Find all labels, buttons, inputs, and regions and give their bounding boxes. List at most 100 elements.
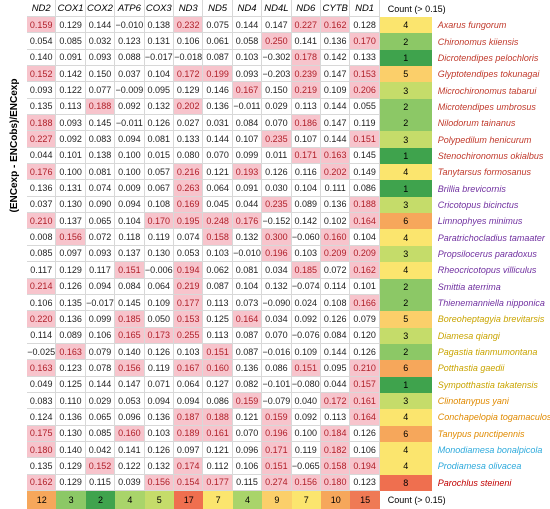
cell: 0.118 xyxy=(115,229,145,246)
cell: 0.086 xyxy=(350,180,380,197)
cell: 0.104 xyxy=(291,180,321,197)
cell: 0.123 xyxy=(350,474,380,491)
cell: 0.049 xyxy=(27,376,57,393)
cell: 0.070 xyxy=(262,115,292,132)
cell: 0.094 xyxy=(144,392,174,410)
cell: 0.087 xyxy=(232,343,263,361)
cell: 0.093 xyxy=(56,115,86,132)
cell: 0.089 xyxy=(56,327,86,344)
cell: 0.172 xyxy=(174,66,204,83)
cell: 0.126 xyxy=(262,164,292,181)
cell: 0.065 xyxy=(85,213,116,230)
row-count: 3 xyxy=(379,245,432,263)
cell: 0.030 xyxy=(262,180,292,197)
cell: 0.144 xyxy=(232,17,263,34)
cell: 0.106 xyxy=(85,327,116,344)
cell: 0.180 xyxy=(27,441,57,459)
cell: 0.130 xyxy=(144,245,174,263)
cell: 0.144 xyxy=(85,376,116,393)
cell: 0.094 xyxy=(115,131,145,148)
cell: 0.097 xyxy=(174,441,204,459)
cell: 0.130 xyxy=(56,196,86,214)
cell: 0.150 xyxy=(85,66,116,83)
species-name: Conchapelopia togamaculosa xyxy=(437,412,550,423)
species-name: Microtendipes umbrosus xyxy=(437,101,536,112)
cell: 0.106 xyxy=(232,458,263,475)
cell: 0.100 xyxy=(291,425,321,442)
column-count: 15 xyxy=(350,491,380,509)
cell: 0.151 xyxy=(291,360,321,377)
cell: 0.117 xyxy=(27,262,57,279)
cell: 0.137 xyxy=(115,245,145,263)
cell: 0.227 xyxy=(291,17,321,34)
cell: 0.144 xyxy=(321,131,351,148)
cell: 0.084 xyxy=(321,327,351,344)
cell: 0.135 xyxy=(56,294,86,312)
cell: 0.184 xyxy=(321,425,351,442)
cell: 0.210 xyxy=(350,360,380,377)
cell: 0.169 xyxy=(174,196,204,214)
cell: 0.175 xyxy=(27,425,57,442)
cell: 0.177 xyxy=(174,294,204,312)
cell: 0.116 xyxy=(291,164,321,181)
cell: 0.147 xyxy=(262,17,292,34)
cell: 0.114 xyxy=(27,327,57,344)
cell: 0.131 xyxy=(56,180,86,197)
cell: 0.136 xyxy=(56,409,86,426)
species-name: Pagastia tianmumontana xyxy=(437,347,538,358)
cell: 0.119 xyxy=(144,360,174,377)
cell: 0.274 xyxy=(262,474,292,491)
cell: 0.085 xyxy=(85,425,116,442)
cell: 0.072 xyxy=(85,229,116,246)
cell: 0.235 xyxy=(262,196,292,214)
row-count: 4 xyxy=(379,262,432,279)
cell: 0.166 xyxy=(350,294,380,312)
cell: 0.161 xyxy=(350,392,380,410)
cell: −0.017 xyxy=(144,49,174,67)
row-count: 1 xyxy=(379,147,432,165)
cell: 0.093 xyxy=(27,82,57,99)
row-count: 2 xyxy=(379,294,432,312)
cell: 0.153 xyxy=(350,66,380,83)
cell: 0.163 xyxy=(27,360,57,377)
cell: −0.011 xyxy=(232,98,263,116)
cell: 0.145 xyxy=(115,294,145,312)
cell: 0.170 xyxy=(144,213,174,230)
cell: 0.097 xyxy=(56,245,86,263)
cell: 0.081 xyxy=(144,131,174,148)
cell: 0.085 xyxy=(27,245,57,263)
cell: 0.188 xyxy=(85,98,116,116)
row-count: 2 xyxy=(379,98,432,116)
cell: 0.140 xyxy=(27,49,57,67)
cell: 0.176 xyxy=(27,164,57,181)
row-count: 6 xyxy=(379,360,432,377)
cell: −0.203 xyxy=(262,66,292,83)
cell: 0.122 xyxy=(115,458,145,475)
cell: 0.067 xyxy=(144,180,174,197)
cell: 0.024 xyxy=(291,294,321,312)
cell: 0.104 xyxy=(144,66,174,83)
cell: 0.088 xyxy=(115,49,145,67)
column-count: 4 xyxy=(232,491,263,509)
cell: 0.210 xyxy=(27,213,57,230)
cell: 0.167 xyxy=(232,82,263,99)
cell: 0.095 xyxy=(144,82,174,99)
cell: 0.151 xyxy=(115,262,145,279)
row-count: 2 xyxy=(379,278,432,295)
cell: −0.009 xyxy=(115,82,145,99)
cell: 0.073 xyxy=(232,294,263,312)
cell: 0.087 xyxy=(203,49,233,67)
cell: 0.117 xyxy=(85,262,116,279)
cell: 0.114 xyxy=(321,278,351,295)
cell: 0.039 xyxy=(115,474,145,491)
cell: 0.104 xyxy=(115,213,145,230)
cell: 0.140 xyxy=(115,343,145,361)
column-count: 7 xyxy=(203,491,233,509)
cell: 0.075 xyxy=(203,17,233,34)
cell: 0.214 xyxy=(27,278,57,295)
species-name: Tanypus punctipennis xyxy=(437,428,525,439)
cell: 0.219 xyxy=(174,278,204,295)
cell: 0.151 xyxy=(203,343,233,361)
species-name: Polypedilum henicurum xyxy=(437,134,532,145)
cell: −0.090 xyxy=(262,294,292,312)
